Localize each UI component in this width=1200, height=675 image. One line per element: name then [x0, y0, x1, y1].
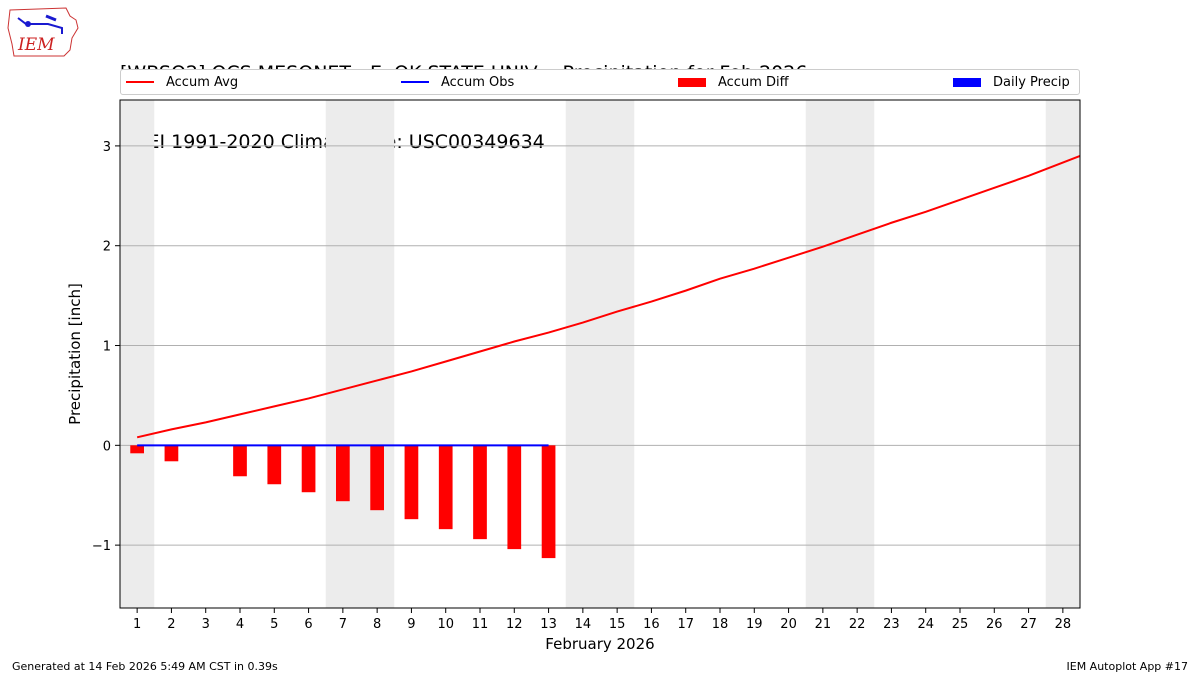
- ytick-label-1: 1: [103, 340, 111, 355]
- accum-diff-bar-day-5: [267, 445, 282, 485]
- xtick-label-1: 1: [133, 617, 141, 632]
- accum-diff-bar-day-9: [404, 445, 419, 520]
- xtick-label-11: 11: [472, 617, 489, 632]
- xtick-label-24: 24: [917, 617, 934, 632]
- xtick-label-9: 9: [407, 617, 415, 632]
- iem-logo: IEM: [6, 4, 82, 60]
- xtick-label-14: 14: [575, 617, 592, 632]
- chart-title: [WBSO2] OCS MESONET - E. OK STATE UNIV :…: [120, 16, 807, 177]
- weekend-band-4: [805, 100, 875, 608]
- ytick-label-0: 0: [103, 439, 111, 454]
- xtick-label-22: 22: [849, 617, 866, 632]
- accum-diff-bar-day-11: [473, 445, 487, 540]
- x-axis-ticks: 1 2 3 4 5 6 7 8 9 10 11 12 13 14 15 16 17 18 19 20 21 22 23 24 2…: [133, 608, 1071, 632]
- xtick-label-3: 3: [202, 617, 210, 632]
- xtick-label-5: 5: [270, 617, 278, 632]
- accum-diff-bar-day-2: [164, 445, 179, 462]
- y-axis-label: Precipitation [inch]: [66, 283, 84, 425]
- xtick-label-23: 23: [883, 617, 900, 632]
- xtick-label-18: 18: [712, 617, 729, 632]
- xtick-label-15: 15: [609, 617, 626, 632]
- xtick-label-19: 19: [746, 617, 763, 632]
- legend-item-accum-diff: Accum Diff: [678, 70, 789, 94]
- legend-swatch-accum-avg: [126, 81, 154, 83]
- legend-item-daily-precip: Daily Precip: [953, 70, 1070, 94]
- bars: [130, 445, 556, 559]
- app-label: IEM Autoplot App #17: [1066, 660, 1189, 673]
- ytick-label-2: 2: [103, 240, 111, 255]
- xtick-label-17: 17: [677, 617, 694, 632]
- legend-label-accum-diff: Accum Diff: [718, 74, 789, 90]
- xtick-label-7: 7: [339, 617, 347, 632]
- xtick-label-6: 6: [304, 617, 312, 632]
- accum-diff-bar-day-8: [370, 445, 384, 511]
- logo-text: IEM: [17, 35, 55, 55]
- title-line-2: NCEI 1991-2020 Climate Site: USC00349634: [120, 131, 545, 153]
- xtick-label-13: 13: [540, 617, 557, 632]
- y-axis-ticks: −1 0 1 2 3: [92, 140, 120, 554]
- legend-swatch-daily-precip: [953, 77, 981, 87]
- xtick-label-21: 21: [815, 617, 832, 632]
- legend-item-accum-avg: Accum Avg: [126, 70, 238, 94]
- xtick-label-20: 20: [780, 617, 797, 632]
- ytick-label-3: 3: [103, 140, 111, 155]
- xtick-label-10: 10: [437, 617, 454, 632]
- legend: Accum Avg Accum Obs Accum Diff Daily Pre…: [120, 69, 1080, 95]
- legend-label-accum-avg: Accum Avg: [166, 74, 239, 90]
- accum-diff-bar-day-10: [438, 445, 453, 530]
- xtick-label-16: 16: [643, 617, 660, 632]
- lines: [136, 154, 1081, 447]
- accum-diff-bar-day-12: [507, 445, 522, 550]
- accum-avg-line: [136, 154, 1081, 439]
- grid-lines: [120, 145, 1080, 546]
- xtick-label-8: 8: [373, 617, 381, 632]
- ytick-label--1: −1: [92, 539, 111, 554]
- legend-swatch-accum-obs: [401, 81, 429, 83]
- xtick-label-12: 12: [506, 617, 523, 632]
- accum-diff-bar-day-6: [301, 445, 316, 493]
- accum-diff-bar-day-7: [336, 445, 350, 502]
- legend-swatch-accum-diff: [678, 77, 706, 87]
- x-axis-label: February 2026: [545, 635, 654, 653]
- legend-item-accum-obs: Accum Obs: [401, 70, 514, 94]
- accum-diff-bar-day-1: [130, 445, 144, 454]
- xtick-label-4: 4: [236, 617, 244, 632]
- accum-diff-bar-day-4: [233, 445, 247, 477]
- xtick-label-25: 25: [952, 617, 969, 632]
- xtick-label-28: 28: [1055, 617, 1072, 632]
- accum-diff-bar-day-13: [541, 445, 556, 559]
- xtick-label-27: 27: [1020, 617, 1037, 632]
- xtick-label-2: 2: [167, 617, 175, 632]
- legend-label-daily-precip: Daily Precip: [993, 74, 1070, 90]
- generated-timestamp: Generated at 14 Feb 2026 5:49 AM CST in …: [12, 660, 278, 673]
- legend-label-accum-obs: Accum Obs: [441, 74, 515, 90]
- iowa-map-icon: IEM: [7, 7, 79, 57]
- xtick-label-26: 26: [986, 617, 1003, 632]
- weekend-band-5: [1045, 100, 1080, 608]
